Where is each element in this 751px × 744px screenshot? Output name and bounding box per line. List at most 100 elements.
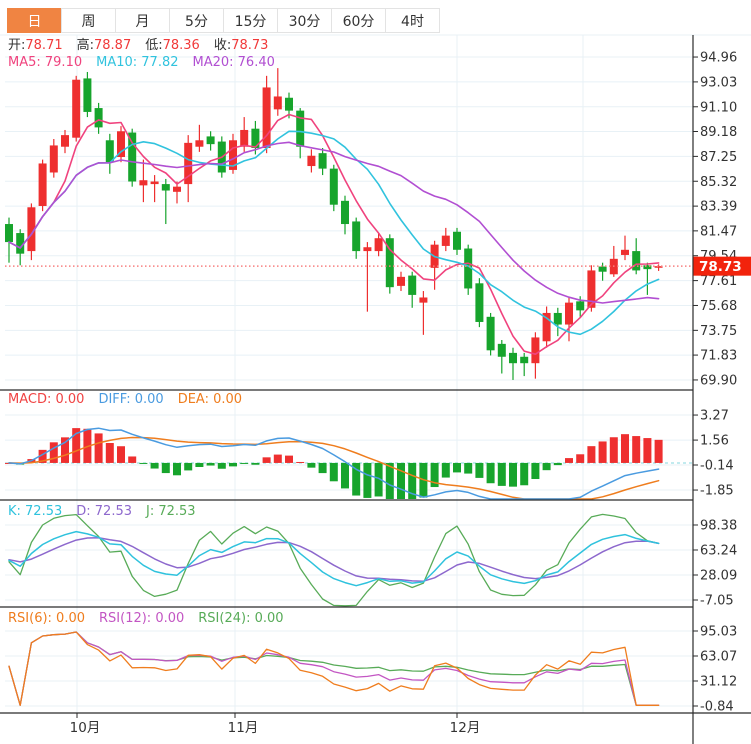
candle-body (307, 155, 316, 167)
macd-legend: MACD: 0.00 DIFF: 0.00 DEA: 0.00 (8, 392, 256, 407)
macd-bar (307, 462, 316, 468)
rsi24-line (8, 631, 660, 706)
axis-tick-label: 73.75 (700, 324, 737, 339)
candle-body (173, 186, 181, 192)
candle-body (486, 316, 495, 351)
axis-tick-label: 31.12 (700, 674, 737, 689)
candle-body (464, 248, 473, 289)
candle-body (195, 140, 204, 147)
candle-body (105, 140, 114, 163)
candle-body (576, 301, 585, 311)
macd-bar (464, 462, 473, 474)
month-label: 10月 (70, 720, 101, 736)
tab-period-15分[interactable]: 15分 (223, 8, 278, 33)
macd-bar (621, 434, 629, 463)
candle-body (251, 128, 260, 149)
candle-body (285, 97, 293, 111)
legend-item: D: 72.53 (76, 504, 133, 519)
candle-body (128, 132, 137, 182)
d-line (8, 537, 660, 582)
macd-bar (150, 462, 159, 469)
tab-period-60分[interactable]: 60分 (331, 8, 386, 33)
axis-tick-label: 95.03 (700, 624, 737, 639)
candle-body (38, 163, 47, 206)
macd-bar (643, 438, 652, 463)
period-tabbar: 日周月 5分 15分 30分 60分 4时 (7, 8, 440, 33)
macd-bar (128, 456, 137, 463)
axis-tick-label: 3.27 (700, 409, 729, 424)
axis-tick-label: 81.47 (700, 224, 737, 239)
candle-body (632, 251, 641, 271)
candle-body (587, 270, 596, 308)
axis-tick-label: 94.96 (700, 51, 737, 66)
tab-period-30分[interactable]: 30分 (277, 8, 332, 33)
legend-item: DIFF: 0.00 (98, 392, 164, 407)
macd-bar (72, 428, 81, 463)
macd-bar (408, 462, 417, 499)
axis-tick-label: 77.61 (700, 274, 737, 289)
candle-body (16, 233, 25, 254)
macd-bar (94, 433, 103, 463)
macd-bar (240, 462, 249, 464)
macd-bar (453, 462, 461, 473)
legend-item: 低:78.36 (145, 38, 200, 53)
macd-bar (117, 446, 125, 463)
macd-bar (262, 457, 271, 463)
candle-body (341, 200, 349, 225)
macd-bar (441, 462, 450, 478)
macd-bar (329, 462, 338, 482)
candle-body (397, 276, 405, 286)
axis-tick-label: 63.24 (700, 543, 737, 558)
tab-period-月[interactable]: 月 (115, 8, 170, 33)
axis-tick-label: 69.90 (700, 373, 737, 388)
axis-tick-label: 89.18 (700, 125, 737, 140)
macd-bar (38, 449, 47, 463)
legend-item: K: 72.53 (8, 504, 63, 519)
tab-period-5分[interactable]: 5分 (169, 8, 224, 33)
macd-bar (654, 439, 663, 463)
candle-body (161, 184, 170, 191)
candle-body (497, 343, 506, 357)
macd-bar (173, 462, 181, 476)
legend-item: DEA: 0.00 (177, 392, 243, 407)
macd-bar (285, 455, 293, 463)
candle-body (363, 247, 372, 252)
candle-body (206, 136, 215, 145)
ma20-line (8, 141, 660, 304)
candle-body (72, 79, 81, 138)
macd-bar (520, 462, 529, 486)
axis-tick-label: 83.39 (700, 200, 737, 215)
ma10-line (8, 130, 660, 336)
candle-body (240, 129, 249, 147)
legend-item: MA20: 76.40 (192, 55, 275, 70)
macd-bar (475, 462, 484, 478)
candle-body (475, 283, 484, 322)
macd-bar (542, 462, 551, 471)
candle-body (318, 153, 327, 169)
macd-bar (553, 462, 562, 466)
candle-body (61, 135, 69, 147)
rsi12-line (8, 631, 660, 706)
candle-body (5, 224, 13, 243)
tab-period-4时[interactable]: 4时 (385, 8, 440, 33)
candle-body (643, 265, 652, 270)
macd-bar (598, 441, 607, 463)
macd-bar (363, 462, 372, 498)
macd-bar (229, 462, 237, 467)
candle-body (352, 221, 361, 252)
macd-bar (206, 462, 215, 466)
candle-body (49, 145, 58, 173)
legend-item: 高:78.87 (76, 38, 132, 53)
macd-bar (609, 437, 618, 463)
macd-bar (318, 462, 327, 474)
macd-bar (587, 446, 596, 463)
tab-period-周[interactable]: 周 (61, 8, 116, 33)
tab-period-日[interactable]: 日 (7, 8, 62, 33)
macd-bar (49, 442, 58, 463)
macd-bar (486, 462, 495, 484)
price-tag (693, 256, 751, 276)
macd-bar (531, 462, 540, 480)
macd-bar (195, 462, 204, 467)
axis-tick-label: -7.05 (700, 593, 734, 608)
